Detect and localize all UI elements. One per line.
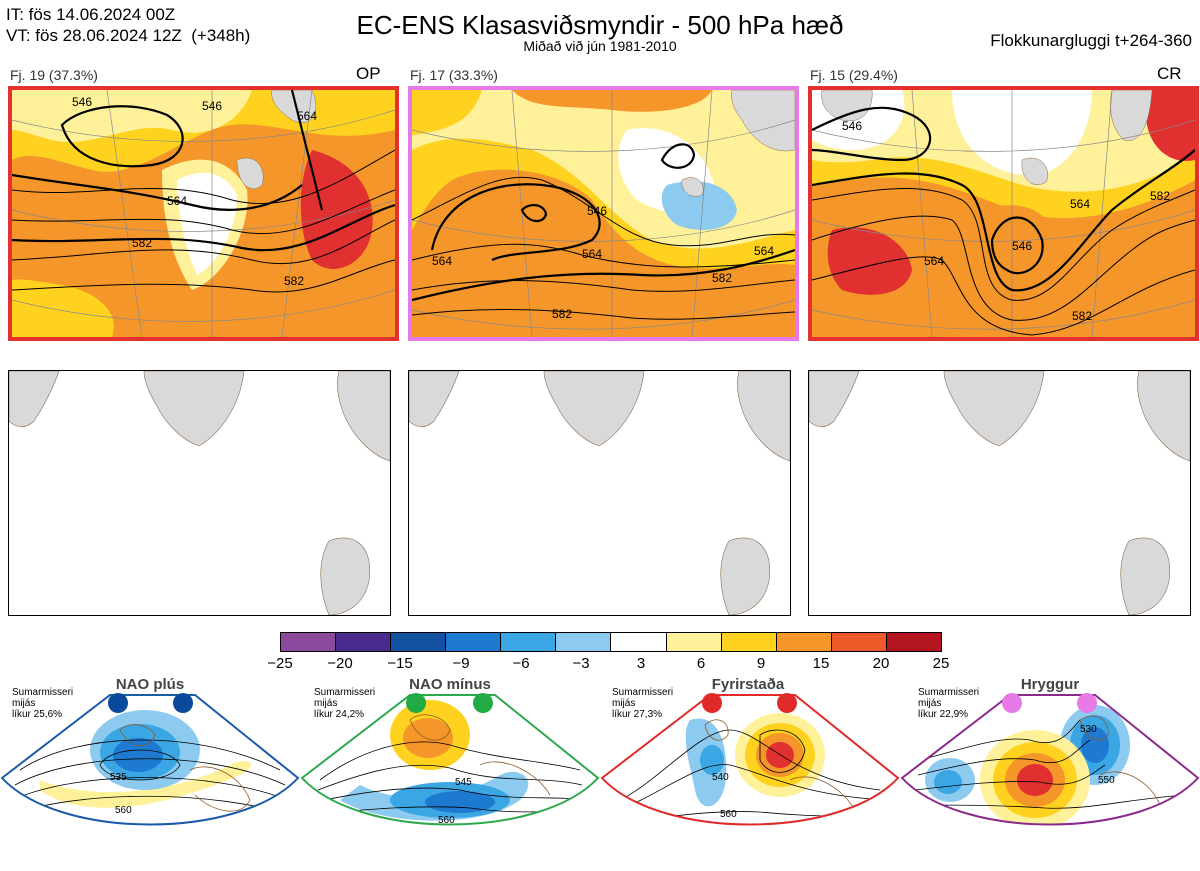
cluster-map-3: 546 564 546 564 582 582 bbox=[808, 86, 1199, 341]
panel-2-contour-label-4: 564 bbox=[432, 254, 452, 268]
classification-window: Flokkunargluggi t+264-360 bbox=[990, 31, 1192, 50]
panel-2-label: Fj. 17 (33.3%) bbox=[410, 67, 498, 83]
regime-4-note: Sumarmisseri mijás líkur 22,9% bbox=[918, 687, 980, 720]
regime-3-name: Fyrirstaða bbox=[711, 676, 785, 693]
regime-1-name: NAO plús bbox=[115, 676, 185, 693]
colorbar-swatch bbox=[501, 633, 557, 651]
panel-3-tag: CR bbox=[1157, 64, 1182, 83]
regime-2-label-2: 560 bbox=[438, 815, 455, 826]
it-line: IT: fös 14.06.2024 00Z bbox=[6, 5, 176, 24]
page-title: EC-ENS Klasasviðsmyndir - 500 hPa hæð bbox=[356, 10, 844, 40]
panel-1-contour-label-5: 564 bbox=[297, 109, 317, 123]
colorbar-tick: −20 bbox=[327, 655, 353, 672]
cluster-map-1: 546 564 582 582 564 546 bbox=[8, 86, 399, 341]
panel-3-contour-label-4: 564 bbox=[1070, 197, 1090, 211]
panel-1-contour-label-1: 546 bbox=[72, 95, 92, 109]
regime-1-label-2: 560 bbox=[115, 805, 132, 816]
panel-3-contour-label-3: 546 bbox=[1012, 239, 1032, 253]
panel-3-contour-label-5: 582 bbox=[1150, 189, 1170, 203]
regime-4-label-1: 530 bbox=[1080, 724, 1097, 735]
empty-map-1-svg bbox=[9, 371, 390, 615]
panel-3-contour-label-6: 582 bbox=[1072, 309, 1092, 323]
panel-1-label: Fj. 19 (37.3%) bbox=[10, 67, 98, 83]
colorbar-swatch bbox=[721, 633, 777, 651]
vt-line: VT: fös 28.06.2024 12Z (+348h) bbox=[6, 26, 251, 45]
colorbar-swatch bbox=[336, 633, 392, 651]
regime-2-map: 545 560 575 bbox=[300, 693, 600, 861]
header-info: IT: fös 14.06.2024 00Z VT: fös 28.06.202… bbox=[6, 4, 250, 46]
colorbar-tick: −3 bbox=[572, 655, 590, 672]
colorbar-tick: −9 bbox=[452, 655, 470, 672]
panel-2-contour-label-3: 582 bbox=[552, 307, 572, 321]
regime-3-map: 540 560 575 bbox=[600, 693, 900, 844]
colorbar-swatch bbox=[886, 633, 941, 651]
regime-4-name: Hryggur bbox=[1020, 676, 1080, 693]
colorbar bbox=[280, 632, 942, 652]
panel-2-contour-label-1: 546 bbox=[587, 204, 607, 218]
empty-map-1 bbox=[8, 370, 391, 616]
colorbar-swatch bbox=[611, 633, 667, 651]
colorbar-swatch bbox=[776, 633, 832, 651]
regime-1-dot bbox=[108, 693, 128, 713]
regime-3-note: Sumarmisseri mijás líkur 27,3% bbox=[612, 687, 674, 720]
colorbar-tick: 6 bbox=[696, 655, 706, 672]
panel-2-contour-label-5: 582 bbox=[712, 271, 732, 285]
colorbar-tick: −6 bbox=[512, 655, 530, 672]
colorbar-tick: 25 bbox=[932, 655, 950, 672]
regime-3-dot bbox=[777, 693, 797, 713]
colorbar-swatch bbox=[281, 633, 337, 651]
cluster-map-3-svg: 546 564 546 564 582 582 bbox=[812, 90, 1195, 337]
regime-4-label-2: 550 bbox=[1098, 775, 1115, 786]
regime-1-map: 535 560 bbox=[0, 693, 300, 826]
regime-3-label-1: 540 bbox=[712, 772, 729, 783]
page-subtitle: Miðað við jún 1981-2010 bbox=[523, 38, 677, 54]
colorbar-tick: 9 bbox=[756, 655, 766, 672]
regime-4-label-3: 575 bbox=[1092, 837, 1109, 848]
empty-map-2-svg bbox=[409, 371, 790, 615]
regime-2-note: Sumarmisseri mijás líkur 24,2% bbox=[314, 687, 376, 720]
regime-2-label-1: 545 bbox=[455, 777, 472, 788]
panel-1-tag: OP bbox=[356, 64, 381, 83]
colorbar-tick: −15 bbox=[387, 655, 413, 672]
empty-map-3-svg bbox=[809, 371, 1190, 615]
regime-2-dot bbox=[473, 693, 493, 713]
cluster-map-2: 546 564 582 564 582 564 bbox=[408, 86, 799, 341]
regime-4-map: 530 550 575 bbox=[900, 693, 1200, 848]
regime-3-dot bbox=[702, 693, 722, 713]
colorbar-swatch bbox=[446, 633, 502, 651]
regime-1-label-1: 535 bbox=[110, 772, 127, 783]
panel-3-contour-label-2: 564 bbox=[924, 254, 944, 268]
panel-1-contour-label-2: 564 bbox=[167, 194, 187, 208]
regime-3-label-2: 560 bbox=[720, 809, 737, 820]
regime-4-dot bbox=[1002, 693, 1022, 713]
panel-3-label: Fj. 15 (29.4%) bbox=[810, 67, 898, 83]
regime-2-label-3: 575 bbox=[447, 850, 464, 861]
regime-1-dot bbox=[173, 693, 193, 713]
colorbar-swatch bbox=[556, 633, 612, 651]
colorbar-swatch bbox=[831, 633, 887, 651]
panel-1-contour-label-3: 582 bbox=[132, 236, 152, 250]
colorbar-tick: 15 bbox=[812, 655, 830, 672]
empty-map-3 bbox=[808, 370, 1191, 616]
panel-1-contour-label-6: 546 bbox=[202, 99, 222, 113]
regime-2-dot bbox=[406, 693, 426, 713]
panel-1-contour-label-4: 582 bbox=[284, 274, 304, 288]
regime-1-note: Sumarmisseri mijás líkur 25,6% bbox=[12, 687, 74, 720]
cluster-map-1-svg: 546 564 582 582 564 546 bbox=[12, 90, 395, 337]
panel-3-contour-label-1: 546 bbox=[842, 119, 862, 133]
colorbar-tick: 20 bbox=[872, 655, 890, 672]
colorbar-swatch bbox=[666, 633, 722, 651]
regime-2-name: NAO mínus bbox=[409, 676, 491, 693]
empty-map-2 bbox=[408, 370, 791, 616]
regime-3-label-3: 575 bbox=[735, 833, 752, 844]
panel-2-contour-label-6: 564 bbox=[754, 244, 774, 258]
colorbar-tick: −25 bbox=[267, 655, 293, 672]
regime-4-dot bbox=[1077, 693, 1097, 713]
colorbar-swatch bbox=[391, 633, 447, 651]
cluster-map-2-svg: 546 564 582 564 582 564 bbox=[412, 90, 795, 337]
panel-2-contour-label-2: 564 bbox=[582, 247, 602, 261]
colorbar-tick: 3 bbox=[636, 655, 646, 672]
